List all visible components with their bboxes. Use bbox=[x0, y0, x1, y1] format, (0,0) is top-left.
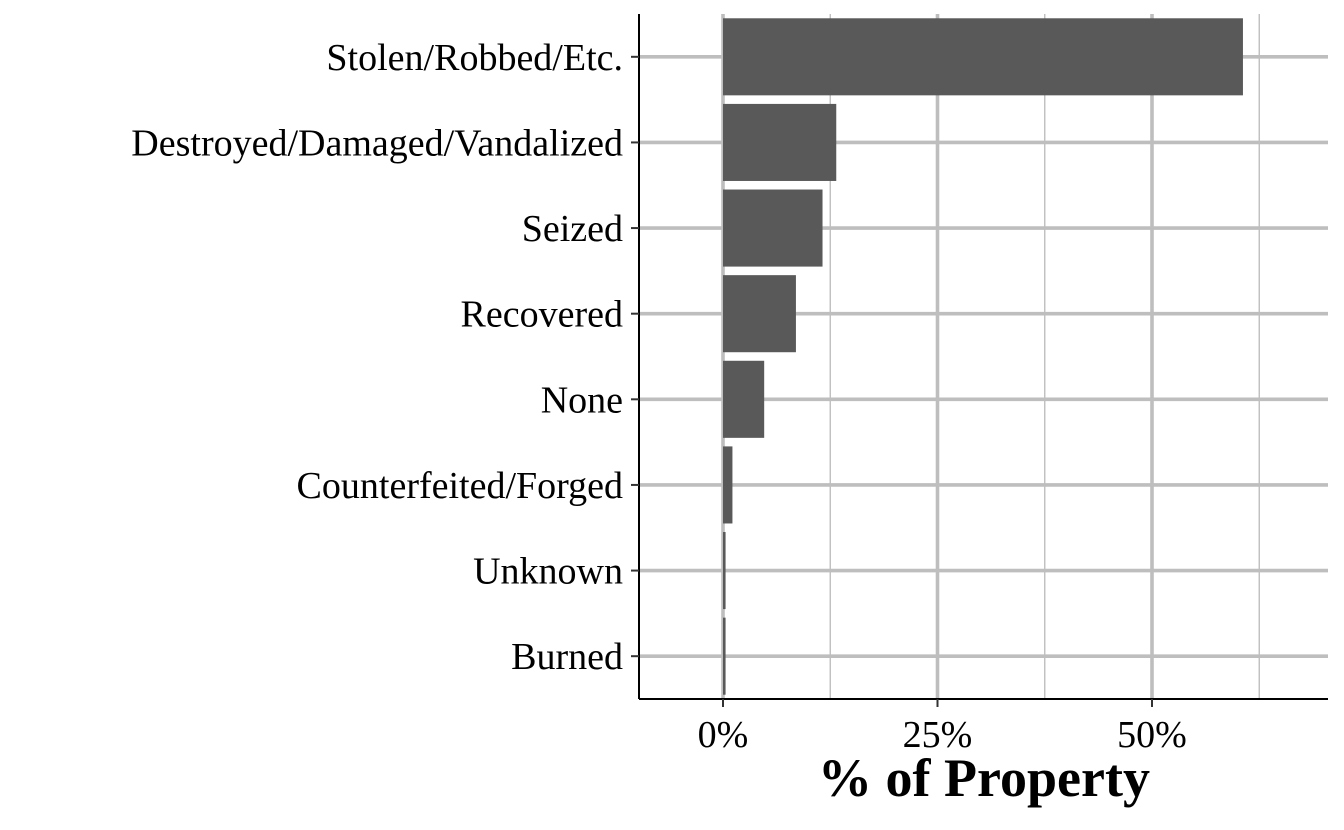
category-label: Counterfeited/Forged bbox=[297, 465, 623, 507]
axes bbox=[631, 14, 1328, 707]
bar bbox=[723, 532, 726, 610]
bar bbox=[723, 446, 733, 524]
x-tick-label: 0% bbox=[698, 714, 749, 756]
bar bbox=[723, 103, 837, 181]
bar bbox=[723, 189, 823, 267]
category-label: Destroyed/Damaged/Vandalized bbox=[131, 122, 623, 164]
labels: Stolen/Robbed/Etc. Destroyed/Damaged/Vand… bbox=[131, 37, 1187, 756]
x-tick-label: 25% bbox=[903, 714, 973, 756]
x-axis-title: % of Property bbox=[818, 748, 1150, 808]
category-label: Recovered bbox=[461, 294, 623, 336]
bars bbox=[723, 18, 1243, 695]
x-tick-label: 50% bbox=[1117, 714, 1187, 756]
category-label: Unknown bbox=[473, 551, 623, 593]
bar bbox=[723, 18, 1243, 96]
category-label: Burned bbox=[511, 636, 623, 678]
bar bbox=[723, 275, 796, 353]
category-label: None bbox=[541, 379, 623, 421]
bar bbox=[723, 617, 726, 695]
category-label: Seized bbox=[522, 208, 623, 250]
bar bbox=[723, 360, 765, 438]
category-label: Stolen/Robbed/Etc. bbox=[326, 37, 623, 79]
